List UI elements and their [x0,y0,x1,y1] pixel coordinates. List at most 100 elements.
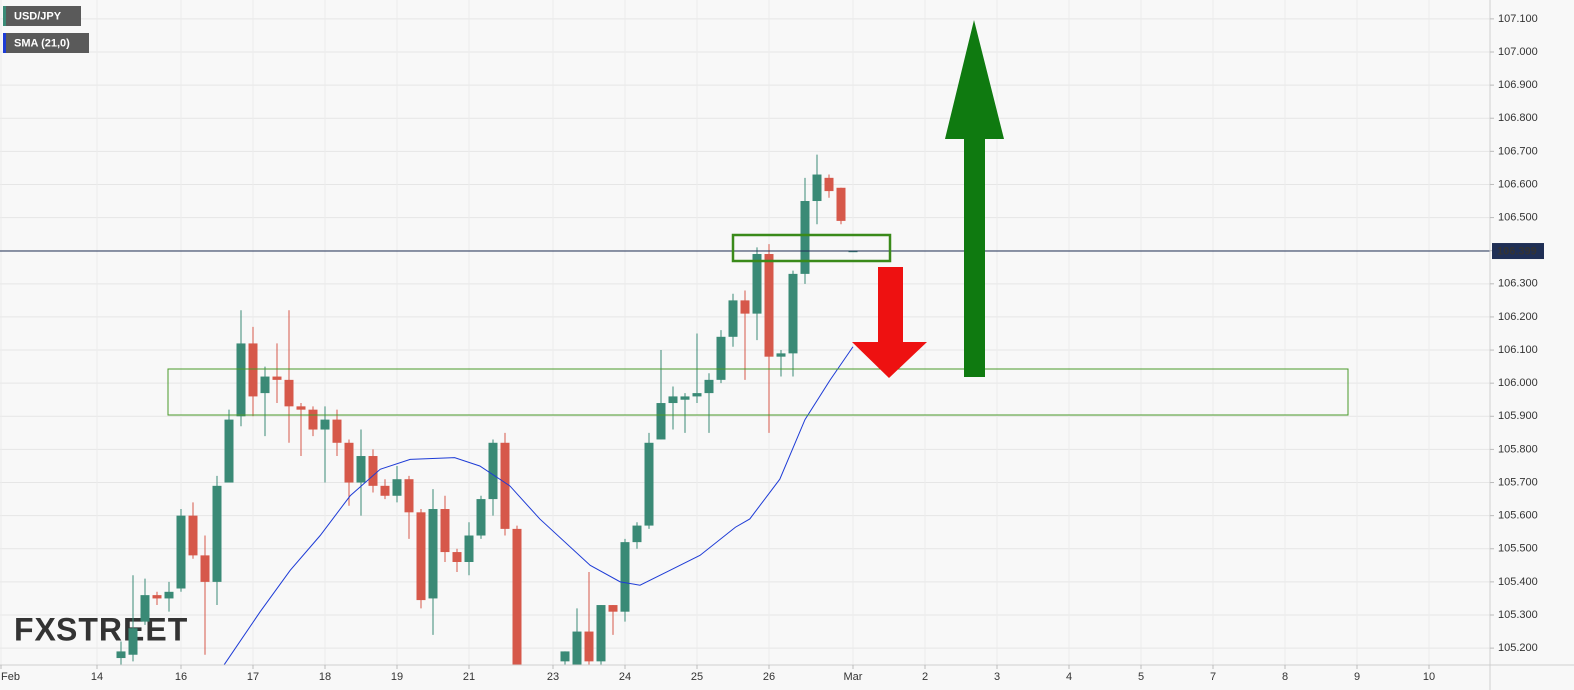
candle-body [728,300,738,337]
candle-body [296,406,306,410]
candle-body [776,353,786,357]
candle-body [488,442,498,500]
x-tick-label: 18 [319,671,331,683]
candle-body [212,485,222,582]
plot-area [0,154,1490,665]
candle-body [200,555,210,582]
candle-body [368,456,378,486]
candle-body [740,300,750,314]
candle-body [116,651,126,659]
x-tick-label: 8 [1282,671,1288,683]
candle-body [428,509,438,599]
candle-body [308,409,318,430]
candle-body [464,535,474,563]
legend-box [3,6,81,26]
candle-body [392,479,402,496]
candle-body [716,336,726,380]
candle-body [824,177,834,192]
candle-body [476,499,486,536]
x-tick-label: 9 [1354,671,1360,683]
candle-body [584,631,594,662]
x-tick-label: Mar [844,671,863,683]
x-tick-label: 19 [391,671,403,683]
y-tick-label: 106.100 [1498,344,1538,356]
candle-body [752,254,762,314]
sma-line [223,346,854,665]
x-tick-label: 25 [691,671,703,683]
candle-body [620,542,630,612]
candle-body [356,456,366,483]
x-tick-label: 14 [91,671,103,683]
candle-body [248,343,258,397]
legend-entry: SMA (21,0) [14,37,70,49]
x-tick-label: Feb [1,671,20,683]
candle-body [644,442,654,526]
candle-body [812,174,822,202]
y-tick-label: 105.500 [1498,543,1538,555]
y-tick-label: 105.700 [1498,476,1538,488]
candle-body [152,595,162,599]
axes: 105.200 105.300 105.400 105.500 105.600 105.7… [0,13,1544,683]
candle-body [128,628,138,655]
candle-body [668,396,678,404]
candle-body [404,479,414,513]
legend-swatch [3,6,6,26]
y-tick-label: 106.500 [1498,211,1538,223]
x-tick-label: 10 [1423,671,1435,683]
candle-body [332,419,342,443]
candle-body [344,442,354,483]
candle-body [236,343,246,417]
y-tick-label: 107.100 [1498,13,1538,25]
candle-body [692,393,702,397]
y-tick-label: 105.900 [1498,410,1538,422]
y-tick-label: 107.000 [1498,46,1538,58]
candle-body [764,254,774,357]
y-tick-label: 106.700 [1498,145,1538,157]
candle-body [224,419,234,483]
legend-box [3,33,89,53]
x-tick-label: 2 [922,671,928,683]
candle-body [284,379,294,407]
support-zone [167,368,1349,416]
candle-body [680,396,690,400]
candle-body [836,187,846,221]
y-tick-label: 105.200 [1498,642,1538,654]
candle-body [632,525,642,543]
legend-swatch [3,33,6,53]
x-tick-label: 17 [247,671,259,683]
candle-body [704,379,714,394]
candle-body [788,273,798,354]
y-tick-label: 106.000 [1498,377,1538,389]
candle-body [272,376,282,380]
candle-body [800,201,810,274]
candle-body [164,591,174,599]
x-tick-label: 7 [1210,671,1216,683]
y-tick-label: 106.200 [1498,311,1538,323]
x-tick-label: 4 [1066,671,1072,683]
candle-body [596,605,606,662]
x-tick-label: 26 [763,671,775,683]
candle-body [440,509,450,553]
watermark-street: STREET [56,611,188,647]
candle-body [260,376,270,394]
x-tick-label: 23 [547,671,559,683]
candle-body [188,515,198,556]
candle-body [452,552,462,563]
x-tick-label: 16 [175,671,187,683]
down-arrow [852,267,927,378]
candle-body [572,631,582,665]
candle-body [500,442,510,529]
y-tick-label: 106.900 [1498,79,1538,91]
y-tick-label: 106.800 [1498,112,1538,124]
y-tick-label: 105.300 [1498,609,1538,621]
candle-body [140,595,150,622]
legend: USD/JPY SMA (21,0) [3,6,89,53]
candle-body [320,419,330,430]
x-tick-label: 5 [1138,671,1144,683]
annotations [167,20,1349,416]
candle-body [608,605,618,612]
candle-body [560,651,570,662]
breakout-zone [731,233,892,263]
